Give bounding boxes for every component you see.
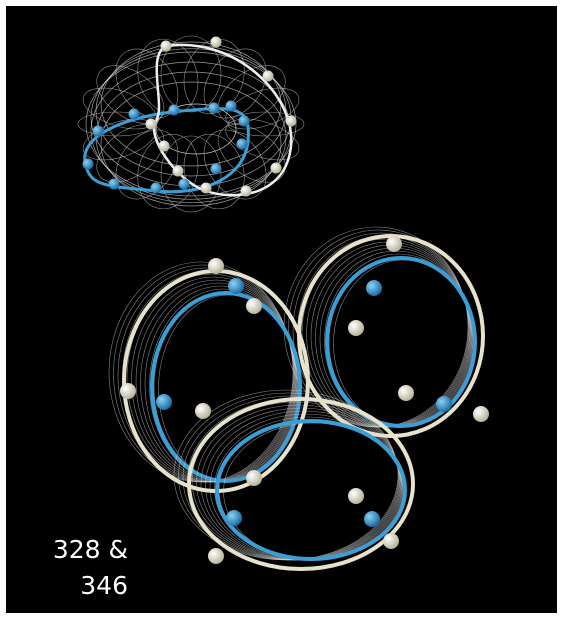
bead-white [246,298,262,314]
bead-white [270,162,282,174]
bead-blue [156,394,172,410]
bead-white [383,533,399,549]
bead-white [120,383,136,399]
bead-white [348,320,364,336]
torus-ring [90,48,292,187]
bead-white [200,182,212,194]
torus-meridian [82,118,157,161]
bead-blue [128,108,140,120]
bead-white [262,70,274,82]
torus-meridian [115,48,179,119]
bead-white [208,548,224,564]
tube-blue [215,419,407,561]
bead-blue [366,280,382,296]
bead-white [246,470,262,486]
torus-wireframe [77,35,305,213]
torus-meridian [115,129,179,200]
bead-white [158,140,170,152]
caption-line: 328 & [53,535,128,564]
torus-ring [90,61,292,200]
torus-meridian [96,65,165,124]
bead-blue [238,115,250,127]
torus-meridian [217,124,286,183]
bead-white [386,236,402,252]
bead-white [285,115,297,127]
bead-blue [226,510,242,526]
bead-blue [364,511,380,527]
bead-blue [436,396,452,412]
torus-meridian [183,38,245,114]
torus-curve-blue [83,107,250,194]
bead-white [210,36,222,48]
tube-white [187,397,415,571]
torus-meridian [203,48,267,119]
bead-blue [92,125,104,137]
torus-meridian [217,65,286,124]
bead-white [172,165,184,177]
bead-blue [225,100,237,112]
bead-white [160,40,172,52]
bead-blue [168,104,180,116]
caption-line: 346 [80,571,128,600]
torus-curve-white [152,43,293,197]
bead-blue [150,182,162,194]
scene: 328 & 346 [53,35,489,600]
knot [108,226,489,571]
bead-white [145,118,157,130]
torus-meridian [160,35,222,113]
bead-blue [236,138,248,150]
render-frame: 328 & 346 [6,6,557,613]
bead-blue [208,102,220,114]
bead-white [195,403,211,419]
bead-white [240,185,252,197]
tube-blue [325,256,477,428]
torus-meridian [225,87,300,130]
bead-blue [210,163,222,175]
bead-blue [108,178,120,190]
torus-ring [100,81,282,207]
bead-blue [178,178,190,190]
torus-meridian [96,124,165,183]
bead-white [398,385,414,401]
bead-white [208,258,224,274]
torus-meridian [225,118,300,161]
torus-ring [85,51,297,197]
bead-white [348,488,364,504]
tube-blue [150,291,302,483]
bead-blue [82,158,94,170]
bead-blue [228,278,244,294]
torus-meridian [160,135,222,213]
torus-meridian [137,134,199,210]
torus-meridian [203,129,267,200]
bead-white [473,406,489,422]
